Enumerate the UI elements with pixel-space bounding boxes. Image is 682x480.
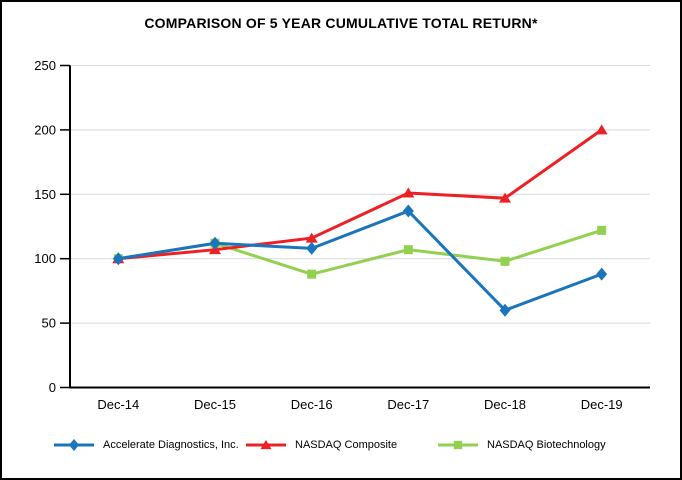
x-axis-label-dec-17: Dec-17: [387, 397, 429, 412]
legend: Accelerate Diagnostics, Inc. NASDAQ Compo…: [54, 435, 606, 455]
x-axis-label-dec-18: Dec-18: [484, 397, 526, 412]
legend-swatch-accelerate-diagnostics-inc: [54, 439, 94, 451]
legend-swatch-nasdaq-composite: [246, 439, 286, 450]
y-axis-label-0: 0: [49, 380, 56, 395]
x-axis-label-dec-16: Dec-16: [291, 397, 333, 412]
marker-accelerate-diagnostics-inc-dec-19: [596, 267, 608, 281]
y-axis-label-250: 250: [34, 58, 56, 73]
y-axis-label-50: 50: [42, 316, 56, 331]
series-nasdaq-composite: [112, 124, 608, 264]
marker-nasdaq-composite-dec-19: [595, 124, 608, 135]
legend-triangle-icon: [260, 439, 272, 450]
legend-item-accelerate-diagnostics-inc: Accelerate Diagnostics, Inc.: [54, 437, 246, 453]
series-accelerate-diagnostics-inc: [112, 204, 608, 317]
marker-nasdaq-biotechnology-dec-16: [307, 269, 317, 279]
marker-accelerate-diagnostics-inc-dec-14: [112, 252, 124, 266]
series-line-accelerate-diagnostics-inc: [118, 209, 603, 312]
x-axis-label-dec-14: Dec-14: [97, 397, 139, 412]
legend-label-nasdaq-biotechnology: NASDAQ Biotechnology: [487, 439, 606, 451]
marker-nasdaq-composite-dec-17: [402, 187, 415, 198]
plot-area: 0 50 100 150 200 250 Dec-14 Dec-15 Dec-16 Dec-17 D…: [34, 58, 650, 412]
y-axis-label-150: 150: [34, 187, 56, 202]
marker-accelerate-diagnostics-inc-dec-16: [306, 241, 318, 255]
legend-square-icon: [453, 440, 463, 450]
x-axis-label-dec-15: Dec-15: [194, 397, 236, 412]
legend-diamond-icon: [68, 439, 80, 451]
marker-accelerate-diagnostics-inc-dec-18: [499, 303, 511, 317]
marker-nasdaq-composite-dec-18: [499, 192, 511, 203]
chart-title: COMPARISON OF 5 YEAR CUMULATIVE TOTAL RE…: [144, 15, 538, 31]
legend-item-nasdaq-biotechnology: NASDAQ Biotechnology: [438, 437, 606, 453]
y-axis-label-200: 200: [34, 122, 56, 137]
series-line-nasdaq-composite: [118, 128, 603, 261]
y-axis-label-100: 100: [34, 251, 56, 266]
marker-accelerate-diagnostics-inc-dec-15: [209, 236, 221, 250]
marker-nasdaq-biotechnology-dec-19: [597, 225, 607, 235]
x-axis-label-dec-19: Dec-19: [581, 397, 623, 412]
legend-item-nasdaq-composite: NASDAQ Composite: [246, 437, 438, 453]
marker-nasdaq-composite-dec-16: [305, 232, 318, 243]
legend-label-nasdaq-composite: NASDAQ Composite: [295, 439, 398, 451]
marker-nasdaq-biotechnology-dec-17: [403, 245, 413, 255]
marker-nasdaq-biotechnology-dec-18: [500, 256, 510, 266]
legend-swatch-nasdaq-biotechnology: [438, 440, 478, 450]
marker-accelerate-diagnostics-inc-dec-17: [402, 204, 414, 218]
legend-label-accelerate-diagnostics-inc: Accelerate Diagnostics, Inc.: [103, 439, 239, 451]
